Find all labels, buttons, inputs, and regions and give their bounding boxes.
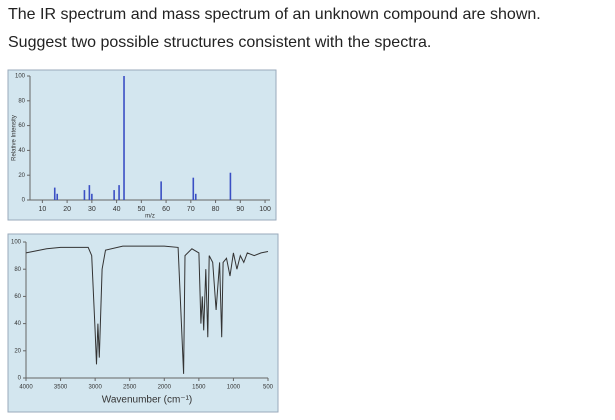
y-tick-label: 60 [14, 294, 21, 300]
y-tick-label: 100 [11, 240, 22, 246]
y-tick-label: 80 [18, 98, 25, 104]
y-tick-label: 0 [18, 376, 22, 382]
y-tick-label: 0 [22, 198, 26, 204]
x-tick-label: 1500 [192, 385, 206, 391]
question-line: Suggest two possible structures consiste… [8, 34, 432, 51]
spectrum-line [25, 245, 269, 374]
x-tick-label: 60 [162, 206, 170, 213]
x-tick-label: 3500 [54, 385, 68, 391]
y-tick-label: 20 [18, 173, 25, 179]
y-tick-label: 40 [18, 148, 25, 154]
x-tick-label: 100 [259, 206, 271, 213]
x-tick-label: 4000 [19, 385, 33, 391]
x-tick-label: 10 [38, 206, 46, 213]
y-tick-label: 40 [14, 321, 21, 327]
x-tick-label: 30 [88, 206, 96, 213]
plot-background [7, 233, 279, 413]
y-tick-label: 80 [14, 267, 21, 273]
x-tick-label: 40 [113, 206, 121, 213]
x-tick-label: 2000 [158, 385, 172, 391]
plot-background [7, 69, 277, 221]
y-tick-label: 60 [18, 123, 25, 129]
x-tick-label: 3000 [88, 385, 102, 391]
x-tick-label: 70 [187, 206, 195, 213]
x-axis-label: m/z [145, 214, 155, 220]
y-tick-label: 20 [14, 348, 21, 354]
x-tick-label: 2500 [123, 385, 137, 391]
y-axis-label: Relative Intensity [12, 115, 18, 161]
x-tick-label: 1000 [227, 385, 241, 391]
x-tick-label: 80 [212, 206, 220, 213]
x-tick-label: 20 [63, 206, 71, 213]
y-tick-label: 100 [15, 74, 26, 80]
x-tick-label: 50 [137, 206, 145, 213]
x-tick-label: 500 [263, 385, 274, 391]
x-tick-label: 90 [236, 206, 244, 213]
x-axis-label: Wavenumber (cm⁻¹) [102, 395, 192, 406]
question-line: The IR spectrum and mass spectrum of an … [8, 6, 541, 23]
